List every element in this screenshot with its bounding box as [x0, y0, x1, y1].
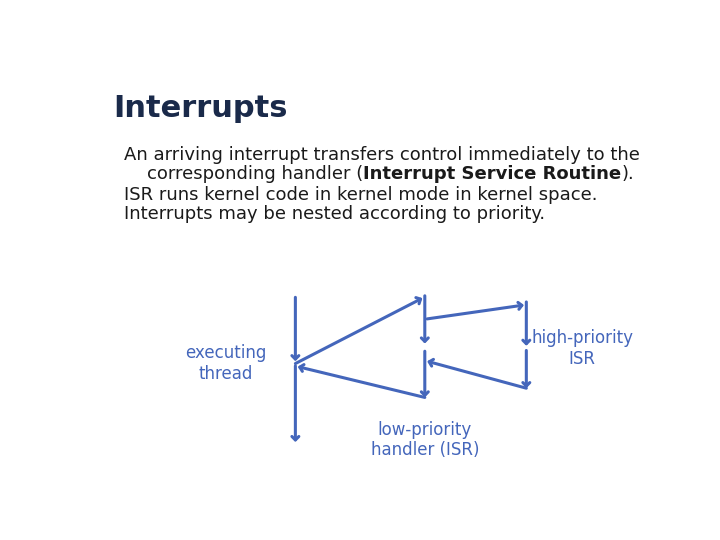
Text: corresponding handler (: corresponding handler ( — [124, 165, 364, 183]
Text: high-priority
ISR: high-priority ISR — [531, 329, 633, 368]
Text: ).: ). — [621, 165, 634, 183]
Text: An arriving interrupt transfers control immediately to the: An arriving interrupt transfers control … — [124, 146, 640, 164]
Text: Interrupts: Interrupts — [113, 94, 288, 123]
Text: Interrupts may be nested according to priority.: Interrupts may be nested according to pr… — [124, 205, 545, 223]
Text: executing
thread: executing thread — [185, 344, 266, 383]
Text: Interrupt Service Routine: Interrupt Service Routine — [364, 165, 621, 183]
Text: low-priority
handler (ISR): low-priority handler (ISR) — [371, 421, 479, 460]
Text: ISR runs kernel code in kernel mode in kernel space.: ISR runs kernel code in kernel mode in k… — [124, 186, 598, 205]
